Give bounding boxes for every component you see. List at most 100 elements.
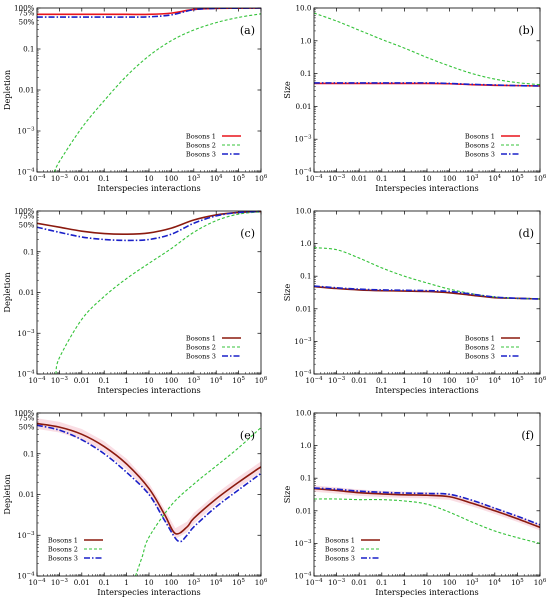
x-tick-label: 10−3 (328, 376, 346, 385)
y-tick-label: 0.01 (295, 506, 311, 515)
x-tick-label: 106 (534, 376, 547, 385)
y-tick-label: 0.1 (300, 69, 311, 78)
legend-label: Bosons 2 (325, 545, 355, 553)
x-tick-label: 103 (188, 174, 201, 183)
legend-label: Bosons 2 (465, 141, 495, 149)
x-tick-label: 10 (422, 376, 432, 385)
plot-frame (313, 210, 541, 375)
x-tick-label: 104 (489, 578, 502, 587)
y-tick-label: 10−3 (17, 329, 35, 338)
x-axis-title: Interspecies interactions (375, 385, 478, 395)
legend-label: Bosons 3 (186, 352, 216, 360)
x-tick-label: 103 (188, 578, 201, 587)
x-tick-label: 106 (255, 578, 268, 587)
x-tick-label: 103 (188, 376, 201, 385)
x-tick-label: 105 (232, 376, 245, 385)
x-tick-label: 1 (402, 174, 407, 183)
x-tick-label: 1 (124, 376, 129, 385)
x-tick-label: 10−3 (51, 174, 69, 183)
y-tick-label: 1.0 (300, 36, 312, 45)
x-tick-label: 10−4 (305, 376, 323, 385)
chart-panel-f: 10−4 10−3 0.01 0.1 1 10 100 103 104 105 106 10.0 1.0… (282, 409, 547, 598)
x-tick-label: 10 (422, 578, 432, 587)
x-tick-label: 0.1 (376, 174, 387, 183)
y-tick-label: 0.1 (300, 474, 311, 483)
y-axis-title: Depletion (2, 474, 12, 515)
y-tick-label-percent: 100% (14, 409, 35, 418)
x-axis-title: Interspecies interactions (97, 183, 200, 193)
series-line-bosons-2 (55, 211, 261, 374)
legend-label: Bosons 2 (186, 343, 216, 351)
y-tick-label: 10−4 (17, 572, 35, 581)
x-axis-title: Interspecies interactions (97, 587, 200, 597)
y-tick-label: 0.01 (18, 288, 34, 297)
x-tick-label: 1 (402, 578, 407, 587)
y-tick-label: 0.01 (18, 490, 34, 499)
legend-label: Bosons 1 (48, 536, 78, 544)
y-tick-label: 1.0 (300, 441, 312, 450)
x-tick-label: 0.01 (74, 376, 90, 385)
legend-label: Bosons 1 (465, 334, 495, 342)
plot-frame (36, 412, 262, 577)
x-tick-label: 100 (165, 174, 179, 183)
y-tick-label-percent: 100% (14, 4, 35, 13)
x-tick-label: 0.01 (351, 578, 367, 587)
x-tick-label: 10−3 (328, 578, 346, 587)
x-tick-label: 105 (511, 174, 524, 183)
x-tick-label: 10 (144, 174, 154, 183)
x-tick-label: 105 (511, 578, 524, 587)
y-tick-label: 10−3 (294, 135, 312, 144)
y-tick-label: 10.0 (295, 409, 311, 418)
y-tick-label-percent: 50% (19, 422, 35, 431)
x-tick-label: 0.01 (74, 578, 90, 587)
legend-label: Bosons 3 (465, 150, 495, 158)
x-tick-label: 104 (210, 578, 223, 587)
legend-label: Bosons 1 (325, 536, 355, 544)
x-tick-label: 100 (165, 578, 179, 587)
y-axis-title: Size (282, 284, 292, 302)
series-line-bosons-3 (37, 211, 261, 242)
x-tick-label: 106 (255, 376, 268, 385)
x-tick-label: 105 (511, 376, 524, 385)
plot-frame (36, 7, 262, 173)
x-tick-label: 0.1 (376, 578, 387, 587)
panel-label: (f) (521, 429, 534, 442)
legend-label: Bosons 3 (48, 554, 78, 562)
plot-frame (313, 7, 541, 173)
x-tick-label: 103 (466, 174, 479, 183)
x-tick-label: 10−4 (28, 578, 46, 587)
series-line-bosons-3 (314, 285, 540, 300)
x-tick-label: 10−4 (28, 174, 46, 183)
x-tick-label: 103 (466, 578, 479, 587)
bosons-1-uncertainty-band (37, 418, 261, 539)
series-line-bosons-1 (314, 487, 540, 529)
legend-label: Bosons 3 (325, 554, 355, 562)
x-tick-label: 100 (443, 376, 457, 385)
y-tick-label: 10.0 (295, 4, 311, 13)
series-line-bosons-1 (37, 211, 261, 235)
y-tick-label: 0.1 (300, 272, 311, 281)
y-tick-label-percent: 75% (19, 414, 35, 423)
y-tick-label: 10−4 (17, 370, 35, 379)
y-axis-title: Size (282, 81, 292, 99)
y-tick-label: 10−3 (17, 127, 35, 136)
x-tick-label: 100 (165, 376, 179, 385)
y-tick-label: 10−3 (294, 539, 312, 548)
series-line-bosons-1 (37, 422, 261, 535)
x-tick-label: 104 (489, 174, 502, 183)
legend-label: Bosons 1 (186, 132, 216, 140)
chart-panel-b: 10−4 10−3 0.01 0.1 1 10 100 103 104 105 106 10.0 1.0… (282, 4, 547, 194)
y-axis-title: Depletion (2, 272, 12, 313)
y-tick-label: 10.0 (295, 207, 311, 216)
series-line-bosons-2 (314, 12, 540, 86)
x-tick-label: 10−4 (305, 578, 323, 587)
x-tick-label: 10−3 (51, 578, 69, 587)
series-line-bosons-2 (134, 427, 261, 576)
chart-panel-c: 10−4 10−3 0.01 0.1 1 10 100 103 104 105 106 0.1 0.01… (2, 207, 268, 396)
